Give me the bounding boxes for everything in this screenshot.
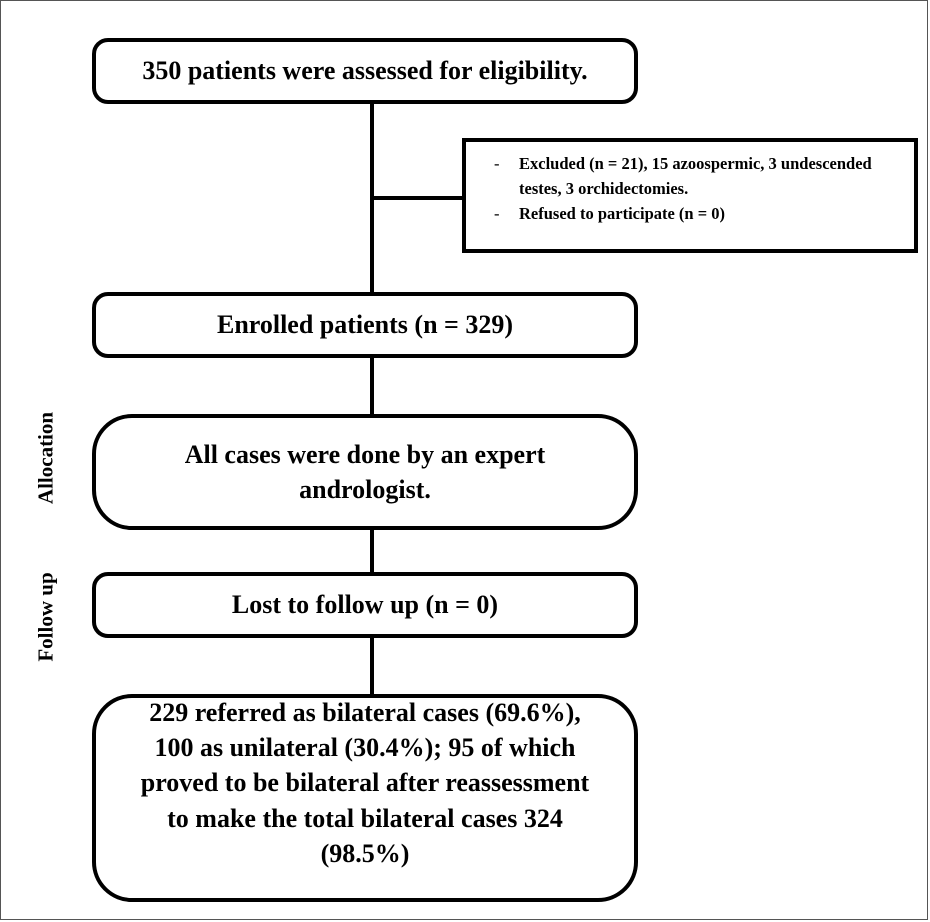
lost-box: Lost to follow up (n = 0)	[92, 572, 638, 638]
bullet-dash: -	[494, 203, 500, 223]
connector-enrolled-allocation	[370, 356, 374, 416]
follow-up-side-label: Follow up	[33, 572, 58, 662]
excluded-box: - Excluded (n = 21), 15 azoospermic, 3 un…	[462, 138, 918, 253]
refused-item: - Refused to participate (n = 0)	[494, 202, 902, 227]
connector-to-excluded	[370, 196, 464, 200]
outcome-text: 229 referred as bilateral cases (69.6%),…	[140, 698, 590, 868]
enrolled-text: Enrolled patients (n = 329)	[216, 310, 514, 340]
connector-allocation-lost	[370, 528, 374, 578]
assessed-text: 350 patients were assessed for eligibili…	[142, 56, 588, 86]
lost-text: Lost to follow up (n = 0)	[231, 590, 499, 620]
outcome-box: 229 referred as bilateral cases (69.6%),…	[92, 694, 638, 902]
enrolled-box: Enrolled patients (n = 329)	[92, 292, 638, 358]
allocation-text: All cases were done by an expert androlo…	[184, 439, 546, 504]
connector-lost-outcome	[370, 636, 374, 698]
allocation-box: All cases were done by an expert androlo…	[92, 414, 638, 530]
allocation-side-label: Allocation	[33, 411, 58, 505]
assessed-box: 350 patients were assessed for eligibili…	[92, 38, 638, 104]
bullet-dash: -	[494, 154, 500, 173]
excluded-item: - Excluded (n = 21), 15 azoospermic, 3 un…	[494, 154, 872, 198]
excluded-list: - Excluded (n = 21), 15 azoospermic, 3 un…	[494, 152, 902, 226]
